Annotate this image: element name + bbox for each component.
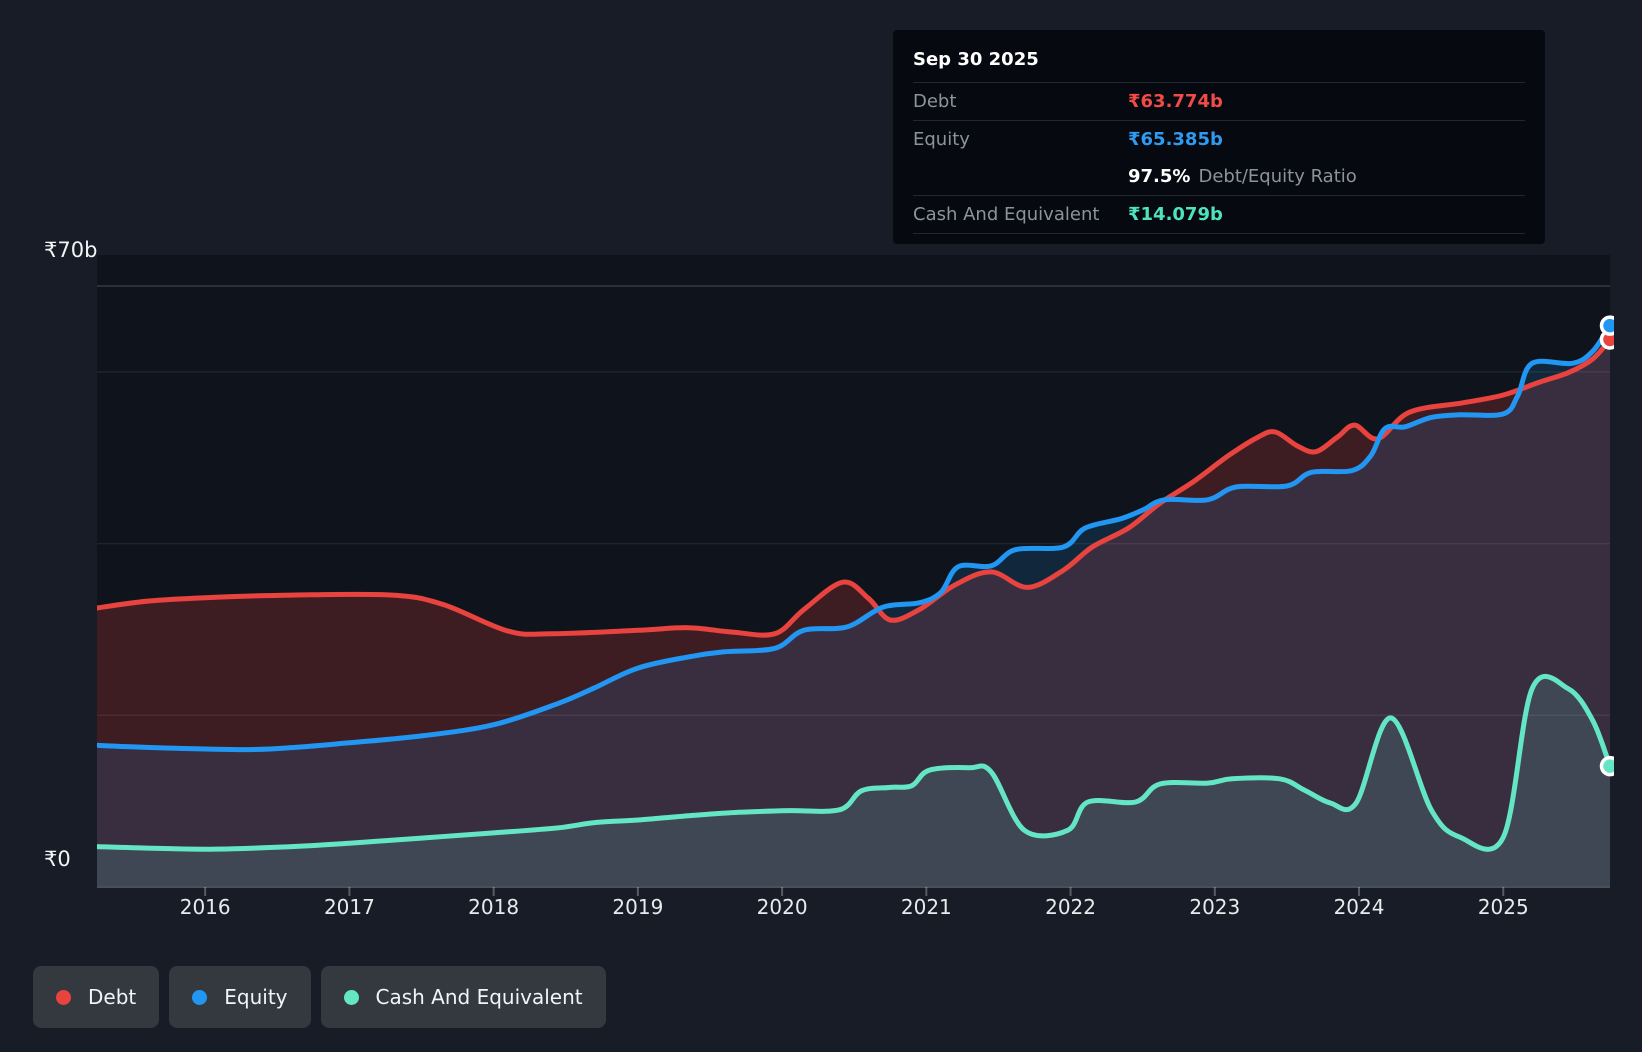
end-marker-equity [1599, 315, 1614, 336]
tooltip-row-equity: Equity ₹65.385b [913, 120, 1525, 158]
legend-equity-label: Equity [224, 985, 288, 1009]
x-axis-label-2016: 2016 [179, 895, 231, 919]
chart-legend: Debt Equity Cash And Equivalent [33, 966, 606, 1028]
legend-chip-equity[interactable]: Equity [169, 966, 311, 1028]
area-debt [97, 339, 1610, 887]
end-marker-cash-and-equivalent [1599, 755, 1614, 777]
tooltip-debt-value: ₹63.774b [1128, 91, 1223, 112]
legend-debt-label: Debt [88, 985, 137, 1009]
tooltip-ratio-label: Debt/Equity Ratio [1198, 166, 1357, 187]
tooltip-debt-label: Debt [913, 91, 957, 112]
tooltip-row-cash: Cash And Equivalent ₹14.079b [913, 195, 1525, 233]
area-equity [97, 325, 1610, 888]
tooltip-date: Sep 30 2025 [913, 49, 1039, 70]
tooltip-row-debt: Debt ₹63.774b [913, 82, 1525, 120]
legend-chip-debt[interactable]: Debt [33, 966, 160, 1028]
debt-dot-icon [56, 989, 71, 1005]
tooltip-ratio-value: 97.5% [1128, 166, 1191, 187]
x-axis-label-2023: 2023 [1189, 895, 1241, 919]
tooltip-equity-label: Equity [913, 129, 970, 150]
equity-dot-icon [192, 989, 208, 1005]
tooltip-cash-value: ₹14.079b [1128, 204, 1223, 225]
x-axis-label-2022: 2022 [1045, 895, 1097, 919]
cash-dot-icon [343, 989, 359, 1005]
x-axis-label-2021: 2021 [900, 895, 952, 919]
x-axis-label-2020: 2020 [756, 895, 808, 919]
line-cash-and-equivalent [97, 673, 1613, 852]
chart-tooltip: Sep 30 2025 Debt ₹63.774b Equity ₹65.385… [893, 30, 1545, 244]
x-axis-label-2024: 2024 [1333, 895, 1385, 919]
tooltip-cash-label: Cash And Equivalent [913, 204, 1100, 225]
tooltip-ratio-text: 97.5% Debt/Equity Ratio [1128, 166, 1357, 187]
x-axis-label-2017: 2017 [323, 895, 375, 919]
tooltip-row-ratio: 97.5% Debt/Equity Ratio [913, 158, 1525, 195]
y-axis-max-label: ₹70b [44, 238, 98, 262]
legend-cash-label: Cash And Equivalent [375, 985, 583, 1009]
x-axis-label-2019: 2019 [612, 895, 664, 919]
legend-chip-cash[interactable]: Cash And Equivalent [320, 966, 606, 1028]
tooltip-bottom-border [913, 233, 1525, 238]
tooltip-equity-value: ₹65.385b [1128, 129, 1223, 150]
y-axis-zero-label: ₹0 [44, 847, 71, 871]
line-debt [97, 337, 1613, 638]
line-equity [97, 323, 1613, 753]
x-axis-label-2025: 2025 [1477, 895, 1529, 919]
x-axis-label-2018: 2018 [468, 895, 520, 919]
